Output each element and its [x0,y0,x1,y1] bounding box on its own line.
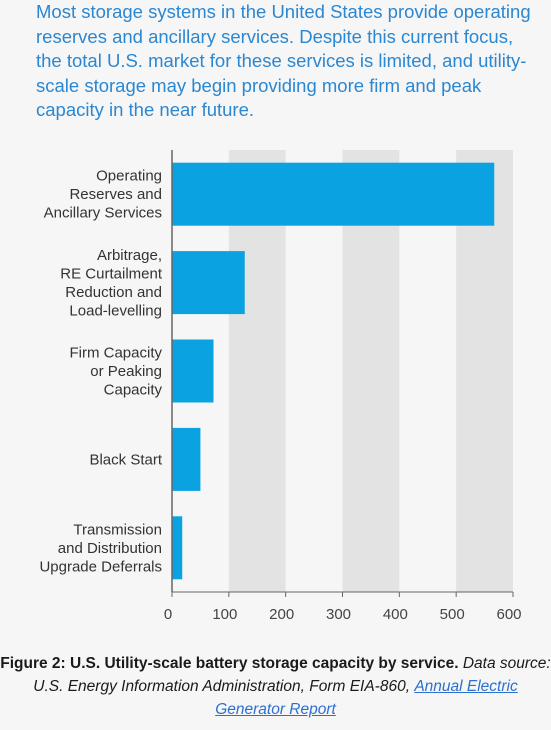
bar [172,427,201,491]
category-label: Transmission and Distribution Upgrade Defe… [39,521,162,575]
x-tick-label: 300 [326,606,351,623]
x-tick-label: 400 [383,606,408,623]
bar-chart: Operating Reserves and Ancillary Services A… [0,140,551,640]
caption-source: Data source: U.S. Energy Information Adm… [33,655,551,695]
x-tick-label: 200 [269,606,294,623]
x-tick-label: 500 [440,606,465,623]
figure-caption: Figure 2: U.S. Utility-scale battery sto… [0,652,551,721]
bar [172,516,183,580]
chart-svg: Operating Reserves and Ancillary Services A… [39,150,522,623]
bar [172,251,245,315]
x-tick-label: 600 [496,606,521,623]
category-label: Black Start [89,451,162,468]
caption-link[interactable]: Annual Electric Generator Report [215,678,518,718]
x-tick-label: 0 [164,606,172,623]
intro-paragraph: Most storage systems in the United State… [36,1,531,120]
category-label: Operating Reserves and Ancillary Services [44,168,162,222]
category-label: Arbitrage, RE Curtailment Reduction and Loa… [60,247,163,320]
bar [172,162,495,226]
x-tick-label: 100 [212,606,237,623]
caption-title: Figure 2: U.S. Utility-scale battery sto… [0,655,459,672]
bar [172,339,214,403]
category-label: Firm Capacity or Peaking Capacity [69,345,162,399]
